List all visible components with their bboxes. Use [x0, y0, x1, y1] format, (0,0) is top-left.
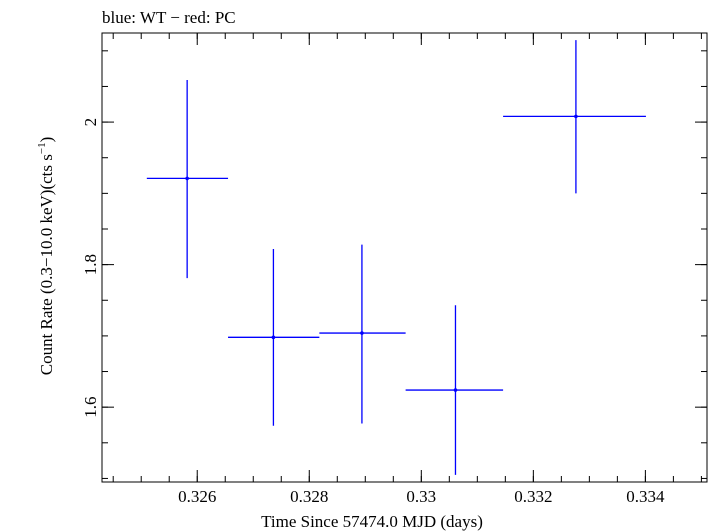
point-marker [271, 335, 276, 340]
axis-ticks: 0.326 0.328 0.33 0.332 0.334 1.6 1.8 2 [81, 33, 707, 506]
data-point [405, 305, 504, 475]
x-tick-label: 0.326 [178, 487, 216, 506]
y-tick-label: 1.6 [81, 397, 100, 418]
data-point [146, 80, 229, 279]
data-points [146, 40, 646, 475]
x-tick-label: 0.332 [514, 487, 552, 506]
x-tick-label: 0.33 [406, 487, 436, 506]
x-axis-label: Time Since 57474.0 MJD (days) [261, 512, 483, 531]
chart-title: blue: WT − red: PC [102, 8, 236, 27]
point-marker [185, 176, 189, 181]
data-point [319, 244, 406, 424]
plot-frame [101, 32, 708, 483]
y-axis-label-close: ) [37, 137, 56, 143]
data-point [228, 248, 320, 426]
y-axis-label: Count Rate (0.3−10.0 keV)(cts s−1) [36, 137, 56, 376]
point-marker [360, 331, 364, 335]
x-tick-label: 0.328 [290, 487, 328, 506]
y-axis-label-sup: −1 [36, 142, 48, 154]
x-tick-label: 0.334 [626, 487, 665, 506]
point-marker [453, 388, 458, 392]
point-marker [574, 114, 578, 119]
y-axis-label-base: Count Rate (0.3−10.0 keV)(cts s [37, 154, 56, 375]
y-tick-label: 2 [81, 118, 100, 127]
y-tick-label: 1.8 [81, 254, 100, 275]
data-point [503, 40, 646, 194]
